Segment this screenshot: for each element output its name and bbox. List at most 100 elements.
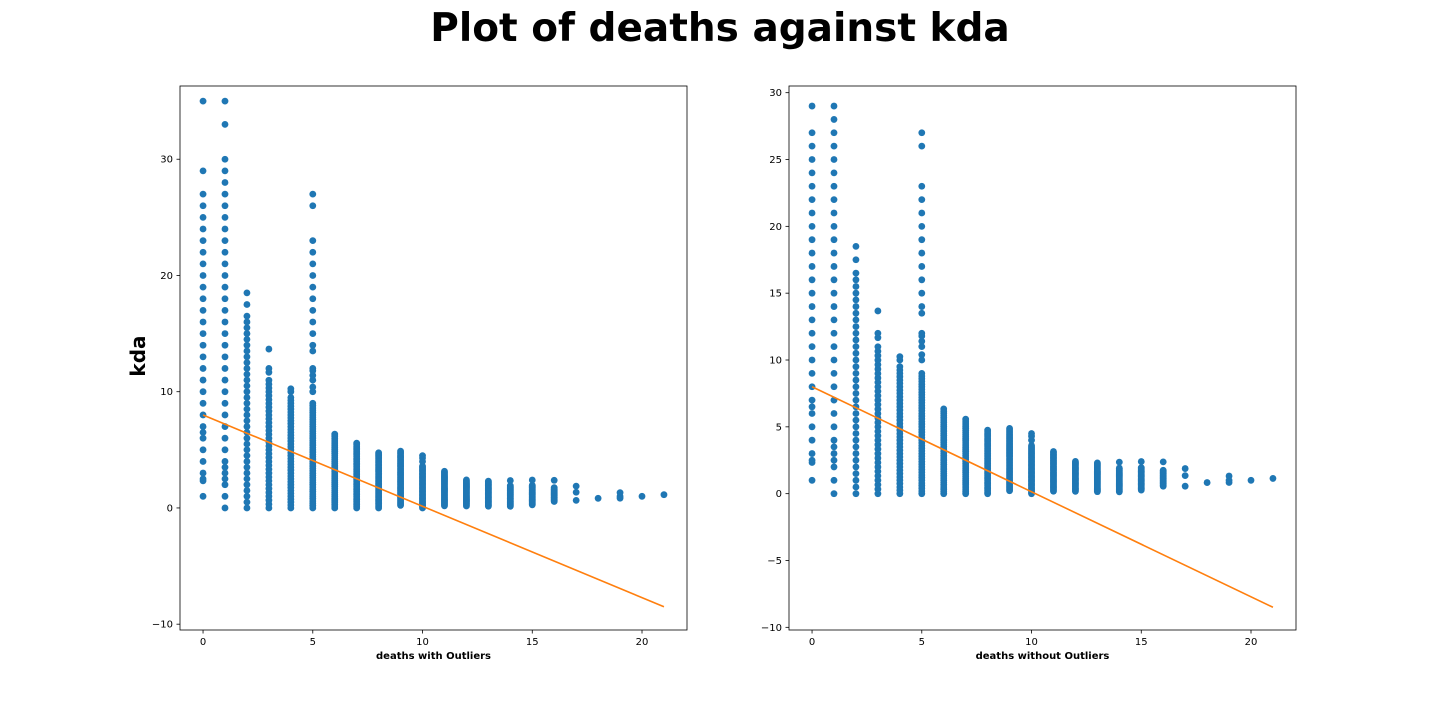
scatter-point <box>1006 425 1013 432</box>
scatter-point <box>830 356 838 364</box>
scatter-point <box>830 116 838 123</box>
scatter-point <box>199 458 207 465</box>
scatter-point <box>852 369 860 377</box>
scatter-point <box>309 202 317 210</box>
scatter-point <box>221 295 229 303</box>
scatter-point <box>221 97 229 105</box>
scatter-point <box>830 156 838 163</box>
scatter-point <box>808 456 816 464</box>
scatter-point <box>309 248 317 256</box>
scatter-point <box>808 236 816 244</box>
scatter-point <box>199 295 207 303</box>
scatter-point <box>221 353 229 361</box>
scatter-point <box>309 306 317 314</box>
scatter-point <box>199 330 207 337</box>
scatter-point <box>441 467 448 475</box>
scatter-point <box>1181 465 1189 472</box>
y-tick-label: 5 <box>776 422 782 433</box>
scatter-point <box>243 324 251 332</box>
scatter-point <box>375 449 383 457</box>
scatter-point <box>852 476 860 484</box>
scatter-point <box>830 490 838 498</box>
scatter-point <box>896 363 904 371</box>
scatter-point <box>528 481 536 489</box>
scatter-point <box>830 436 838 444</box>
scatter-point <box>830 222 838 230</box>
scatter-point <box>221 306 229 314</box>
scatter-point <box>830 196 838 204</box>
scatter-point <box>830 423 838 431</box>
scatter-point <box>419 462 426 470</box>
scatter-point <box>984 426 992 434</box>
scatter-point <box>830 463 838 471</box>
scatter-point <box>243 330 251 337</box>
scatter-point <box>199 248 207 256</box>
scatter-point <box>852 463 860 471</box>
scatter-point <box>419 452 426 460</box>
scatter-point <box>484 477 492 485</box>
scatter-point <box>243 301 251 308</box>
scatter-point <box>265 345 273 353</box>
scatter-point <box>1225 472 1233 480</box>
scatter-point <box>309 330 317 337</box>
scatter-point <box>221 434 229 442</box>
scatter-point <box>852 336 860 344</box>
scatter-point <box>852 269 860 277</box>
scatter-point <box>808 102 816 110</box>
scatter-point <box>808 156 816 163</box>
scatter-point <box>243 504 251 512</box>
scatter-point <box>309 347 317 355</box>
scatter-point <box>221 283 229 291</box>
x-tick-label: 5 <box>919 637 925 648</box>
scatter-point <box>1159 458 1167 466</box>
x-tick-label: 20 <box>1245 637 1258 648</box>
scatter-point <box>830 263 838 270</box>
scatter-point <box>852 323 860 330</box>
scatter-point <box>243 463 251 471</box>
scatter-point <box>1115 458 1123 466</box>
scatter-point <box>852 450 860 457</box>
scatter-point <box>830 142 838 150</box>
scatter-point <box>221 492 229 500</box>
scatter-point <box>808 423 816 431</box>
y-tick-label: 20 <box>769 222 782 233</box>
scatter-point <box>918 303 926 310</box>
scatter-point <box>808 169 816 177</box>
scatter-point <box>918 369 926 377</box>
y-tick-label: 20 <box>160 271 173 282</box>
scatter-point <box>221 260 229 268</box>
scatter-point <box>830 209 838 217</box>
x-tick-label: 10 <box>416 637 429 648</box>
scatter-point <box>199 213 207 221</box>
scatter-point <box>830 316 838 324</box>
scatter-point <box>243 475 251 483</box>
scatter-point <box>830 450 838 457</box>
scatter-point <box>199 167 207 175</box>
scatter-point <box>243 487 251 494</box>
scatter-point <box>221 376 229 384</box>
scatter-point <box>199 225 207 233</box>
scatter-point <box>550 476 558 484</box>
scatter-point <box>309 190 317 198</box>
scatter-point <box>506 477 514 484</box>
scatter-point <box>199 428 207 436</box>
scatter-point <box>199 260 207 268</box>
scatter-point <box>918 142 926 150</box>
x-tick-label: 15 <box>526 637 539 648</box>
scatter-point <box>852 416 860 424</box>
scatter-point <box>221 458 229 465</box>
scatter-point <box>221 120 229 128</box>
scatter-point <box>852 283 860 290</box>
scatter-point <box>397 447 404 455</box>
scatter-point <box>199 434 207 442</box>
scatter-point <box>243 382 251 390</box>
scatter-point <box>243 318 251 326</box>
scatter-point <box>221 399 229 407</box>
scatter-point <box>331 430 339 438</box>
scatter-point <box>808 356 816 364</box>
scatter-point <box>243 359 251 367</box>
scatter-point <box>221 155 229 163</box>
scatter-point <box>243 492 251 500</box>
scatter-point <box>852 423 860 431</box>
